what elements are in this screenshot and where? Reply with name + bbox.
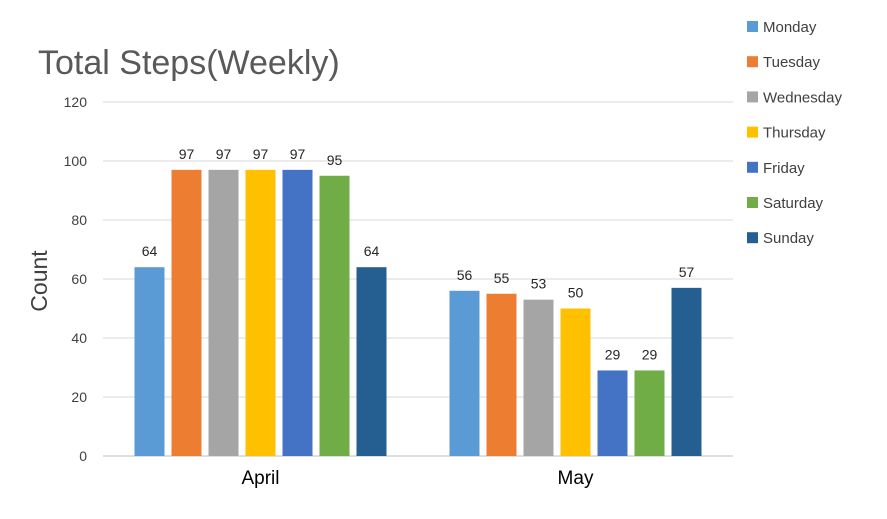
data-label-april-saturday: 95: [327, 152, 343, 168]
legend-swatch-saturday: [747, 197, 758, 208]
legend-label-saturday: Saturday: [763, 195, 824, 212]
bar-may-sunday: [671, 287, 702, 456]
legend-label-friday: Friday: [763, 160, 805, 177]
bar-april-sunday: [356, 267, 387, 456]
bar-april-thursday: [245, 169, 276, 456]
data-label-may-tuesday: 55: [494, 270, 510, 286]
y-tick-label-4: 80: [71, 212, 87, 228]
gridlines: [103, 101, 733, 457]
legend-swatch-friday: [747, 161, 758, 173]
data-label-may-saturday: 29: [642, 346, 658, 362]
legend-label-wednesday: Wednesday: [763, 89, 842, 106]
y-axis-label: Count: [26, 250, 52, 312]
bar-april-monday: [134, 267, 165, 456]
bar-april-wednesday: [208, 169, 239, 456]
data-labels: 64 97 97 97 97 95 64 56 55 53 50 29 29 57: [142, 146, 695, 363]
x-category-label-april: April: [241, 468, 279, 489]
bar-may-thursday: [560, 308, 591, 456]
legend: Monday Tuesday Wednesday Thursday Friday Satu…: [747, 19, 842, 247]
bar-may-tuesday: [486, 293, 517, 456]
bar-may-saturday: [634, 370, 665, 456]
data-label-may-wednesday: 53: [531, 276, 547, 292]
legend-label-thursday: Thursday: [763, 125, 826, 142]
data-label-april-sunday: 64: [364, 243, 380, 259]
legend-label-tuesday: Tuesday: [763, 54, 820, 71]
y-tick-label-5: 100: [64, 153, 88, 169]
x-axis-categories: April May: [241, 468, 593, 489]
y-tick-label-0: 0: [79, 448, 87, 464]
y-axis-ticks: 0 20 40 60 80 100 120: [64, 94, 88, 464]
chart-title: Total Steps(Weekly): [38, 44, 340, 82]
data-label-april-wednesday: 97: [216, 146, 232, 162]
x-category-label-may: May: [558, 468, 594, 489]
data-label-april-thursday: 97: [253, 146, 269, 162]
data-label-may-monday: 56: [457, 267, 473, 283]
data-label-april-friday: 97: [290, 146, 306, 162]
data-label-may-sunday: 57: [679, 264, 695, 280]
legend-swatch-tuesday: [747, 56, 758, 68]
bar-may-friday: [597, 370, 628, 456]
data-label-may-thursday: 50: [568, 285, 584, 301]
bars: [134, 169, 702, 456]
legend-label-monday: Monday: [763, 19, 817, 36]
bar-may-monday: [449, 290, 480, 456]
legend-swatch-monday: [747, 21, 758, 32]
bar-april-saturday: [319, 175, 350, 456]
y-tick-label-6: 120: [64, 94, 88, 110]
legend-label-sunday: Sunday: [763, 230, 814, 247]
data-label-april-tuesday: 97: [179, 146, 195, 162]
legend-swatch-sunday: [747, 232, 758, 244]
y-tick-label-1: 20: [71, 389, 87, 405]
bar-april-tuesday: [171, 169, 202, 456]
legend-swatch-thursday: [747, 126, 758, 138]
bar-april-friday: [282, 169, 313, 456]
data-label-may-friday: 29: [605, 346, 621, 362]
y-tick-label-2: 40: [71, 330, 87, 346]
data-label-april-monday: 64: [142, 243, 158, 259]
legend-swatch-wednesday: [747, 91, 758, 103]
y-tick-label-3: 60: [71, 271, 87, 287]
bar-may-wednesday: [523, 299, 554, 456]
